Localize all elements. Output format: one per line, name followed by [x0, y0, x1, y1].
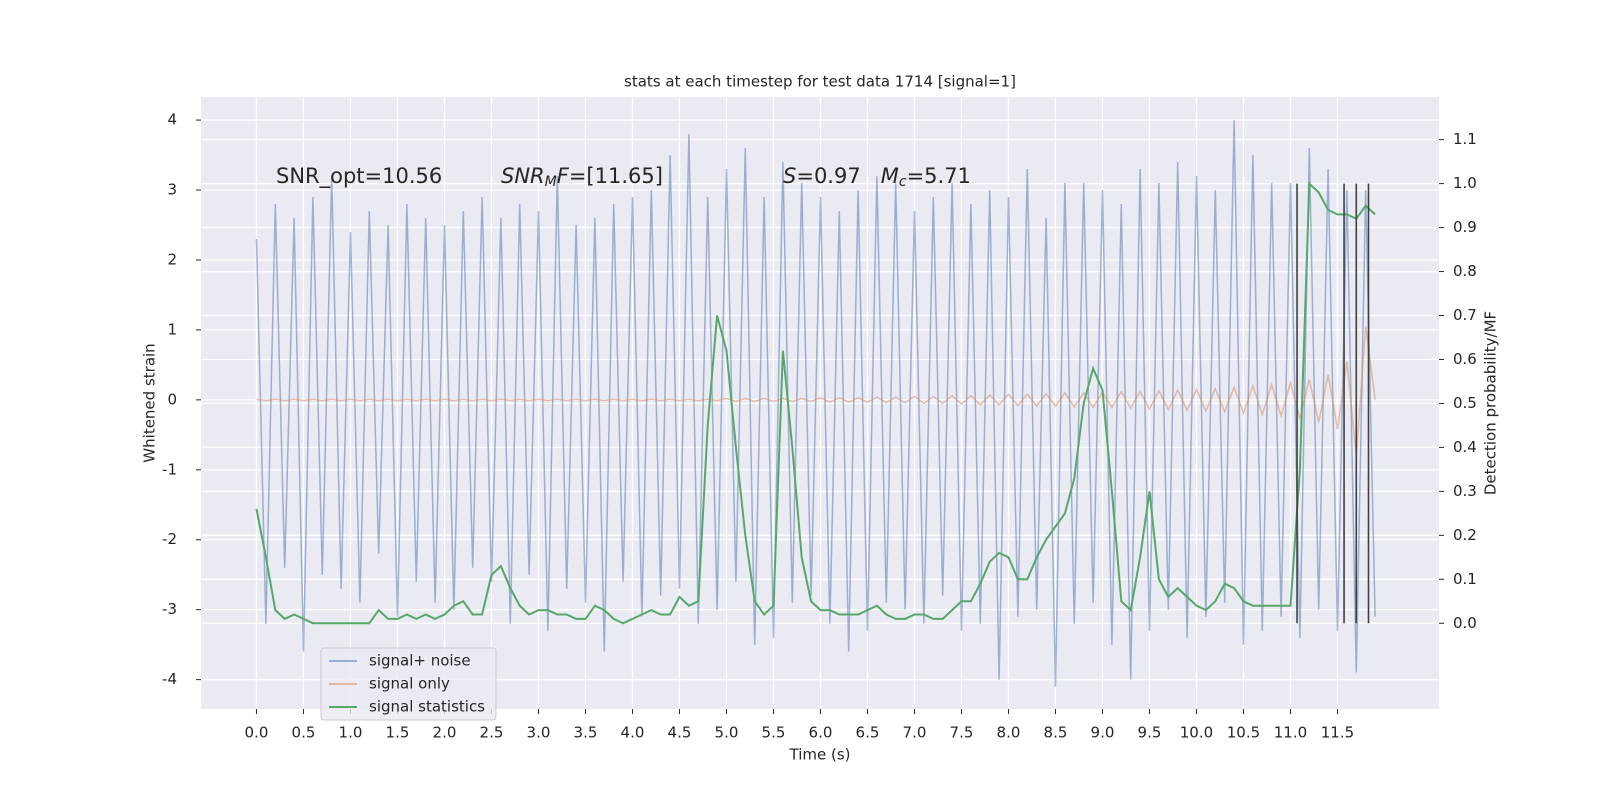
- annotation-part: M: [545, 174, 557, 190]
- x-tick-label: 6.0: [809, 724, 833, 742]
- x-tick-label: 10.0: [1180, 724, 1213, 742]
- y2-tick-label: 0.7: [1453, 306, 1477, 324]
- y2-tick-label: 1.0: [1453, 174, 1477, 192]
- y-tick-label: -4: [162, 670, 177, 688]
- x-tick-label: 11.0: [1274, 724, 1307, 742]
- legend-label: signal statistics: [369, 698, 485, 716]
- x-tick-label: 11.5: [1321, 724, 1354, 742]
- y2-tick-label: 0.3: [1453, 482, 1477, 500]
- x-tick-label: 5.0: [715, 724, 739, 742]
- annotation-part: M: [881, 164, 899, 188]
- y2-tick-label: 0.6: [1453, 350, 1477, 368]
- y-tick-label: 2: [167, 250, 177, 268]
- series-line: [255, 181, 1376, 625]
- x-tick-label: 7.5: [950, 724, 974, 742]
- annotation-part: =0.97: [796, 164, 880, 188]
- y-tick-label: 0: [167, 390, 177, 408]
- annotation-part: SNR: [501, 164, 545, 188]
- x-tick-label: 4.0: [621, 724, 645, 742]
- x-tick-label: 2.5: [480, 724, 504, 742]
- x-tick-label: 6.5: [856, 724, 880, 742]
- x-tick-label: 0.5: [292, 724, 316, 742]
- annotation-part: =5.71: [907, 164, 971, 188]
- x-tick-label: 1.0: [339, 724, 363, 742]
- y-tick-label: -1: [162, 460, 177, 478]
- y2-tick-label: 0.1: [1453, 570, 1477, 588]
- legend-label: signal+ noise: [369, 652, 471, 670]
- annotation: SNRMF=[11.65]: [501, 164, 663, 190]
- x-tick-label: 4.5: [668, 724, 692, 742]
- x-axis-label: Time (s): [789, 746, 851, 764]
- x-tick-label: 9.0: [1091, 724, 1115, 742]
- series-line: [255, 120, 1376, 687]
- x-tick-label: 5.5: [762, 724, 786, 742]
- annotation-part: SNR_opt=10.56: [276, 164, 442, 189]
- y2-tick-label: 0.0: [1453, 614, 1477, 632]
- x-tick-label: 8.5: [1044, 724, 1068, 742]
- annotation-part: S: [783, 164, 796, 188]
- y-tick-label: 3: [167, 181, 177, 199]
- y-tick-label: -3: [162, 600, 177, 618]
- y2-axis-label: Detection probability/MF: [1482, 311, 1500, 495]
- legend-label: signal only: [369, 675, 450, 693]
- y2-tick-label: 0.5: [1453, 394, 1477, 412]
- x-tick-label: 10.5: [1227, 724, 1260, 742]
- x-tick-label: 1.5: [386, 724, 410, 742]
- annotation-part: c: [899, 174, 907, 190]
- x-tick-label: 9.5: [1138, 724, 1162, 742]
- annotation-part: F: [557, 164, 570, 188]
- x-tick-label: 8.0: [997, 724, 1021, 742]
- annotation-part: =[11.65]: [569, 164, 663, 188]
- series-line: [256, 326, 1376, 456]
- y2-tick-label: 0.9: [1453, 218, 1477, 236]
- y2-tick-label: 0.8: [1453, 262, 1477, 280]
- y2-tick-label: 0.2: [1453, 526, 1477, 544]
- x-tick-label: 3.0: [527, 724, 551, 742]
- x-tick-label: 7.0: [903, 724, 927, 742]
- legend-box: [320, 647, 497, 721]
- x-tick-label: 2.0: [433, 724, 457, 742]
- y-axis-label: Whitened strain: [141, 343, 159, 462]
- x-tick-label: 0.0: [245, 724, 269, 742]
- x-tick-label: 3.5: [574, 724, 598, 742]
- y-tick-label: 1: [167, 320, 177, 338]
- y2-tick-label: 0.4: [1453, 438, 1477, 456]
- chart-title: stats at each timestep for test data 171…: [624, 73, 1016, 91]
- annotation: S=0.97 Mc=5.71: [783, 164, 971, 190]
- y-tick-label: -2: [162, 530, 177, 548]
- annotation: SNR_opt=10.56: [276, 164, 442, 189]
- y-tick-label: 4: [167, 111, 177, 129]
- y2-tick-label: 1.1: [1453, 130, 1477, 148]
